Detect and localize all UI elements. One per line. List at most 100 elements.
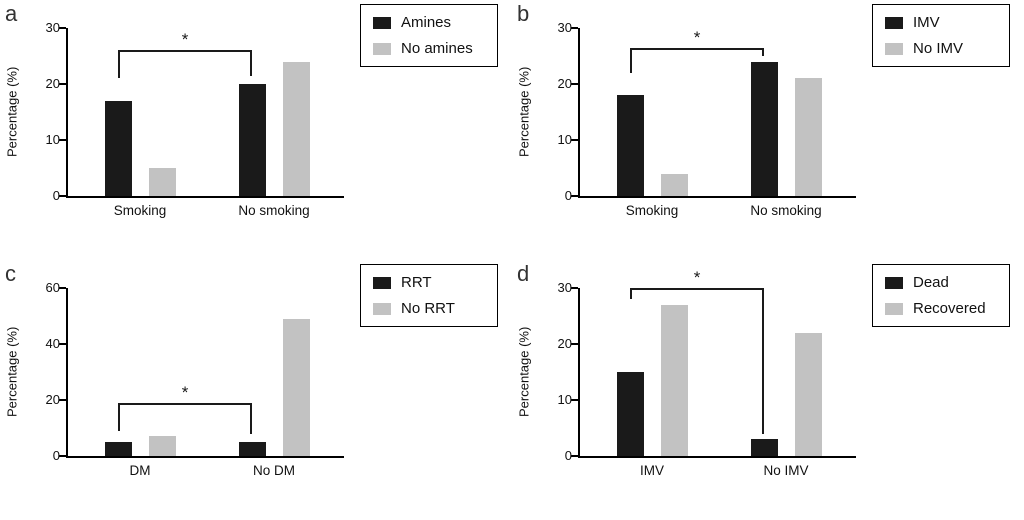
legend-swatch-icon [373,16,391,29]
legend-c: RRT No RRT [360,264,498,327]
legend-b: IMV No IMV [872,4,1010,67]
plot-area-a: 0 10 20 30 Smoking No smoking * [46,21,344,218]
legend-item: RRT [373,274,485,291]
plot-area-d: 0 10 20 30 IMV No IMV * [558,268,856,478]
legend-label: No IMV [913,40,964,57]
significance-bracket [118,50,252,53]
bar-imv-0 [616,95,644,196]
significance-tick-left [630,288,632,300]
y-tick-label: 0 [52,188,60,203]
significance-tick-left [118,50,120,79]
bar-recovered-1 [794,332,822,456]
y-tick-label: 10 [557,392,572,407]
bar-dead-1 [750,439,778,456]
y-tick-mark [59,399,66,401]
legend-swatch-icon [373,302,391,315]
category-label: No smoking [750,203,822,218]
legend-swatch-icon [885,42,903,55]
significance-tick-right [762,47,764,56]
y-tick-label: 30 [557,20,572,35]
panel-b: b IMV No IMV Percentage (%) 0 10 20 30 Smoking No… [512,0,1024,260]
panel-label-c: c [5,261,16,286]
bar-rrt-0 [104,442,132,456]
legend-label: RRT [401,274,432,291]
significance-tick-left [118,402,120,431]
bar-no-amines-0 [148,168,176,196]
plot-area-c: 0 20 40 60 DM No DM * [46,281,344,478]
legend-label: Amines [401,14,452,31]
category-label: IMV [639,463,664,478]
y-axis-title: Percentage (%) [516,326,532,418]
significance-tick-right [250,402,252,434]
legend-swatch-icon [885,276,903,289]
plot-area-b: 0 10 20 30 Smoking No smoking * [558,21,856,218]
y-tick-label: 40 [45,336,60,351]
panel-a: a Amines No amines Percentage (%) 0 10 20 30 Smo… [0,0,512,260]
legend-label: No RRT [401,300,455,317]
panel-d: d Dead Recovered Percentage (%) 0 10 20 30 IMV No… [512,260,1024,520]
significance-star: * [181,30,189,50]
y-tick-mark [571,287,578,289]
y-tick-label: 0 [52,448,60,463]
y-tick-mark [59,27,66,29]
y-tick-mark [59,83,66,85]
y-tick-mark [59,287,66,289]
legend-label: Dead [913,274,949,291]
y-tick-mark [59,139,66,141]
y-tick-label: 20 [557,336,572,351]
y-tick-mark [571,455,578,457]
y-tick-mark [571,27,578,29]
y-tick-mark [571,343,578,345]
legend-item: Dead [885,274,997,291]
bar-recovered-0 [660,304,688,456]
legend-item: Recovered [885,300,997,317]
category-label: DM [129,463,151,478]
legend-label: No amines [401,40,473,57]
panel-label-a: a [5,1,18,26]
legend-label: Recovered [913,300,986,317]
y-tick-label: 10 [45,132,60,147]
y-tick-mark [59,195,66,197]
bar-amines-1 [238,84,266,196]
y-tick-mark [59,343,66,345]
bar-rrt-1 [238,442,266,456]
legend-a: Amines No amines [360,4,498,67]
panel-label-d: d [517,261,530,286]
y-tick-mark [571,83,578,85]
y-tick-label: 20 [45,392,60,407]
significance-bracket [630,47,764,50]
legend-item: Amines [373,14,485,31]
bar-dead-0 [616,372,644,456]
y-axis-title: Percentage (%) [4,66,20,158]
bar-no-rrt-0 [148,436,176,456]
y-axis-title: Percentage (%) [4,326,20,418]
panel-c: c RRT No RRT Percentage (%) 0 20 40 60 DM No DM * [0,260,512,520]
y-tick-mark [59,455,66,457]
legend-swatch-icon [885,302,903,315]
bar-imv-1 [750,61,778,196]
y-tick-mark [571,399,578,401]
legend-item: No RRT [373,300,485,317]
category-label: No DM [252,463,295,478]
y-tick-label: 60 [45,280,60,295]
y-tick-label: 20 [557,76,572,91]
category-label: No IMV [763,463,809,478]
significance-star: * [181,382,189,402]
y-tick-label: 30 [557,280,572,295]
bar-no-imv-0 [660,173,688,196]
legend-item: No IMV [885,40,997,57]
bar-no-rrt-1 [282,318,310,456]
legend-swatch-icon [885,16,903,29]
legend-swatch-icon [373,42,391,55]
significance-tick-right [250,50,252,76]
category-label: Smoking [625,203,679,218]
bar-no-amines-1 [282,61,310,196]
bar-no-imv-1 [794,78,822,196]
y-tick-label: 0 [564,188,572,203]
legend-item: No amines [373,40,485,57]
panel-label-b: b [517,1,530,26]
legend-label: IMV [913,14,940,31]
y-tick-label: 20 [45,76,60,91]
category-label: Smoking [113,203,167,218]
